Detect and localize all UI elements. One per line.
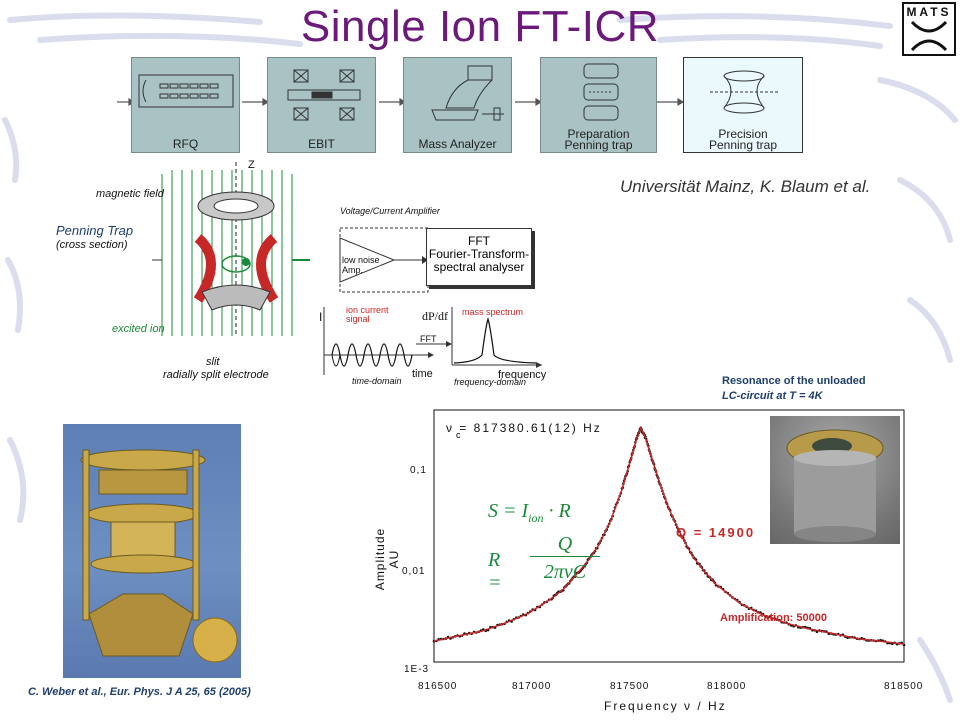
- fft-analyser-box: FFT Fourier-Transform- spectral analyser: [426, 228, 532, 286]
- lc-circuit-drawing: [786, 429, 884, 542]
- nu-annotation-text: ν = 817380.61(12) Hz: [446, 421, 602, 435]
- stage-ebit: EBIT: [267, 57, 376, 153]
- stage-label-precision-line2: Penning trap: [708, 138, 778, 152]
- preparation-trap-icon: [583, 63, 619, 121]
- nu-annotation: ν = 817380.61(12) Hz: [446, 421, 602, 435]
- spectrum-plot: [451, 307, 542, 368]
- amplification-label: Amplification: 50000: [720, 612, 827, 624]
- q-factor-label: Q = 14900: [676, 525, 756, 540]
- resonance-chart: [432, 409, 906, 663]
- logo-text: MATS: [906, 5, 952, 19]
- x-tick-1: 817000: [512, 681, 552, 692]
- fft-arrow-label: FFT: [420, 334, 437, 344]
- x-tick-2: 817500: [610, 681, 650, 692]
- fft-box-line1: FFT: [468, 234, 490, 248]
- frequency-label: frequency: [498, 369, 547, 381]
- stage-precision-trap: Precision Penning trap: [683, 57, 803, 153]
- y-tick-0: 1E-3: [404, 664, 430, 675]
- stage-label-precision-line1: Precision: [718, 127, 768, 141]
- z-axis-label: Z: [248, 159, 255, 171]
- stage-label-ebit: EBIT: [308, 137, 335, 151]
- resonance-caption: Resonance of the unloaded LC-circuit at …: [722, 374, 866, 404]
- stage-mass-analyzer: Mass Analyzer: [403, 57, 512, 153]
- slit-label: slit: [206, 356, 220, 368]
- cross-section-label: (cross section): [56, 239, 128, 251]
- resonance-caption-line2: LC-circuit at T = 4K: [722, 390, 823, 402]
- y-tick-1: 0,01: [402, 566, 426, 577]
- logo-trap-icon: [910, 20, 948, 52]
- x-tick-0: 816500: [418, 681, 458, 692]
- formula-s: S = Iion · R: [488, 500, 571, 525]
- trap-assembly-drawing: [80, 449, 238, 663]
- penning-trap-label: Penning Trap: [56, 223, 134, 238]
- lc-circuit-photo: [770, 416, 900, 544]
- page-title: Single Ion FT-ICR: [300, 2, 660, 51]
- excited-ion-label: excited ion: [112, 323, 165, 335]
- stage-rfq: RFQ: [131, 57, 240, 153]
- nu-subscript: c: [456, 430, 461, 440]
- stage-label-rfq: RFQ: [172, 137, 199, 151]
- fft-arrow: [416, 341, 452, 347]
- attribution: Universität Mainz, K. Blaum et al.: [620, 177, 871, 196]
- signal-axis-label: I: [319, 310, 323, 324]
- amplifier-title: Voltage/Current Amplifier: [340, 206, 440, 216]
- fit-line: [433, 425, 905, 645]
- mass-analyzer-icon: [431, 65, 504, 121]
- stage-label-preparation-line1: Preparation: [567, 127, 630, 141]
- stage-label-preparation-line2: Penning trap: [564, 138, 633, 152]
- rfq-icon: [138, 74, 234, 108]
- spectrum-title: mass spectrum: [462, 307, 524, 317]
- frequency-domain-label: frequency-domain: [454, 377, 527, 387]
- stage-preparation-trap: Preparation Penning trap: [540, 57, 657, 153]
- stage-label-mass-analyzer: Mass Analyzer: [418, 137, 497, 151]
- split-electrode-label: radially split electrode: [163, 369, 269, 381]
- reference-citation: C. Weber et al., Eur. Phys. J A 25, 65 (…: [28, 686, 251, 698]
- y-tick-2: 0,1: [410, 465, 427, 476]
- precision-trap-icon: [710, 70, 778, 114]
- trap-assembly-photo: [63, 424, 241, 678]
- chart-frame-rect: [433, 409, 905, 663]
- spectrum-axis-label: dP/df: [422, 309, 449, 323]
- x-tick-4: 818500: [884, 681, 924, 692]
- resonance-caption-line1: Resonance of the unloaded: [722, 375, 866, 387]
- ebit-icon: [287, 69, 361, 121]
- magnetic-field-label: magnetic field: [96, 188, 164, 200]
- time-label: time: [412, 368, 433, 380]
- amplifier-inner-line2: Amp.: [342, 265, 364, 275]
- signal-title-line2: signal: [346, 314, 370, 324]
- mats-logo: MATS: [902, 2, 956, 56]
- x-axis-title: Frequency ν / Hz: [604, 699, 727, 713]
- penning-trap-schematic: [152, 162, 310, 336]
- fft-box-line3: spectral analyser: [433, 260, 525, 274]
- amplifier-inner-line1: low noise: [342, 255, 380, 265]
- signal-title-line1: ion current: [346, 305, 389, 315]
- time-domain-label: time-domain: [352, 376, 402, 386]
- fft-box-line2: Fourier-Transform-: [428, 247, 530, 261]
- x-tick-3: 818000: [707, 681, 747, 692]
- time-signal-plot: [323, 307, 434, 375]
- y-axis-title: Amplitude AU: [373, 527, 401, 591]
